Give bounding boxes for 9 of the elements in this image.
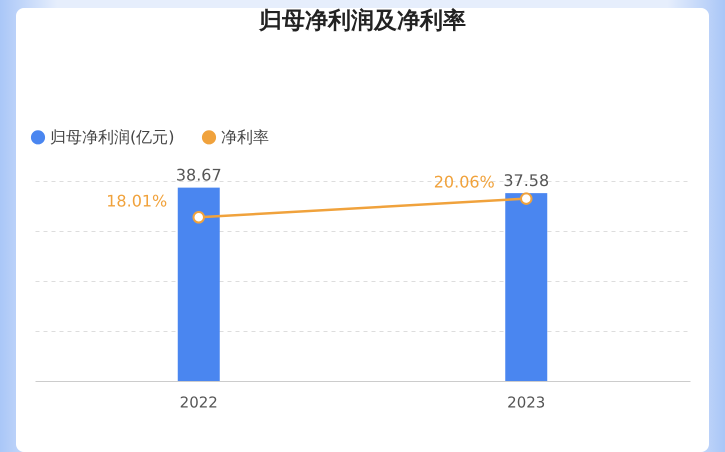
data-label: 18.01%: [106, 191, 168, 210]
legend-label: 净利率: [221, 127, 269, 146]
data-label: 37.58: [503, 171, 550, 190]
data-label: 38.67: [176, 166, 222, 185]
x-tick-label: 2023: [507, 394, 546, 412]
legend-label: 归母净利润(亿元): [50, 127, 174, 146]
chart-title: 归母净利润及净利率: [258, 7, 466, 34]
data-label: 20.06%: [434, 172, 495, 192]
x-tick-label: 2022: [180, 394, 218, 412]
